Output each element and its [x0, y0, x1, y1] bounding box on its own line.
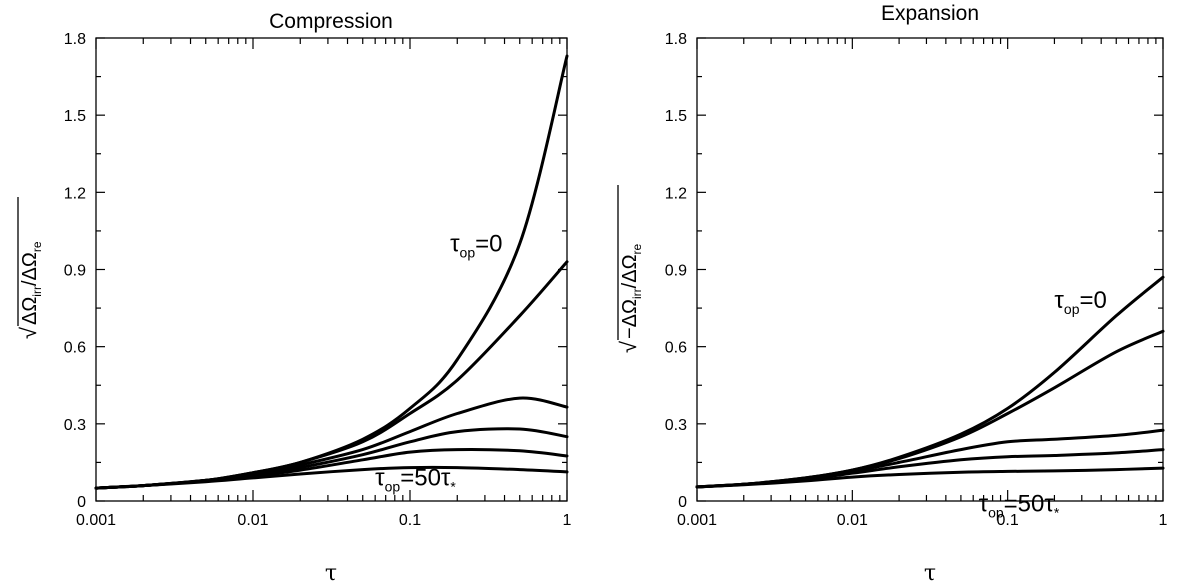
y-axis-label: √ −ΔΩirr/ΔΩre — [616, 185, 644, 353]
y-tick-label: 1.2 — [64, 185, 86, 202]
sqrt-sign: √ — [16, 326, 41, 339]
x-tick-label: 0.01 — [837, 512, 868, 529]
y-tick-labels: 0 0.3 0.6 0.9 1.2 1.5 1.8 — [64, 31, 86, 511]
y-axis-label: √ ΔΩirr/ΔΩre — [16, 197, 44, 339]
y-tick-label: 1.5 — [64, 108, 86, 125]
y-tick-label: 0 — [678, 494, 687, 511]
annotations: τop=0 τop=50τ* — [979, 287, 1107, 520]
y-label-text: −ΔΩirr/ΔΩre — [619, 243, 644, 339]
y-tick-label: 0.6 — [64, 340, 86, 357]
axis-ticks — [95, 37, 568, 502]
series-line-2 — [695, 428, 1165, 489]
y-tick-label: 0.3 — [64, 417, 86, 434]
panel-title: Compression — [269, 10, 393, 33]
x-tick-label: 0.001 — [76, 512, 116, 529]
x-tick-label: 0.001 — [677, 512, 717, 529]
y-tick-label: 0.9 — [64, 263, 86, 280]
curve-annotation: τop=0 — [1054, 287, 1106, 317]
y-tick-label: 1.8 — [665, 31, 687, 48]
y-label-text: ΔΩirr/ΔΩre — [19, 241, 44, 325]
y-tick-label: 1.8 — [64, 31, 86, 48]
plot-frame — [696, 37, 1164, 502]
series-line-4 — [695, 466, 1165, 489]
x-tick-label: 0.1 — [997, 512, 1019, 529]
x-tick-labels: 0.001 0.01 0.1 1 — [76, 512, 572, 529]
y-tick-label: 0.3 — [665, 417, 687, 434]
curve-annotation: τop=50τ* — [979, 490, 1060, 520]
x-tick-label: 0.1 — [399, 512, 421, 529]
series-curves — [695, 275, 1165, 489]
x-axis-label: τ — [924, 561, 936, 586]
series-curves — [94, 54, 569, 490]
y-tick-label: 0 — [77, 494, 86, 511]
x-tick-label: 1 — [1159, 512, 1168, 529]
series-line-2 — [94, 396, 569, 490]
curve-annotation: τop=0 — [450, 230, 502, 260]
curve-annotation: τop=50τ* — [375, 465, 456, 495]
series-line-0 — [94, 54, 569, 490]
plot-frame — [95, 37, 568, 502]
x-tick-label: 1 — [563, 512, 572, 529]
panel-title: Expansion — [881, 2, 979, 25]
x-axis-label: τ — [325, 561, 337, 586]
sqrt-sign: √ — [616, 340, 641, 353]
y-tick-labels: 0 0.3 0.6 0.9 1.2 1.5 1.8 — [665, 31, 687, 511]
expansion-panel: Expansion 00.30.60.91.21.51.8 0.001 0.01 0… — [616, 2, 1168, 586]
y-tick-label: 1.5 — [665, 108, 687, 125]
y-tick-label: 1.2 — [665, 185, 687, 202]
y-tick-label: 0.9 — [665, 263, 687, 280]
compression-panel: Compression 00.30.60.91.21.51.8 0.001 0.0… — [16, 10, 572, 586]
x-tick-label: 0.01 — [237, 512, 268, 529]
axis-ticks — [696, 37, 1164, 502]
x-tick-labels: 0.001 0.01 0.1 1 — [677, 512, 1168, 529]
y-tick-label: 0.6 — [665, 340, 687, 357]
series-line-5 — [94, 465, 569, 490]
annotations: τop=0 τop=50τ* — [375, 230, 502, 494]
